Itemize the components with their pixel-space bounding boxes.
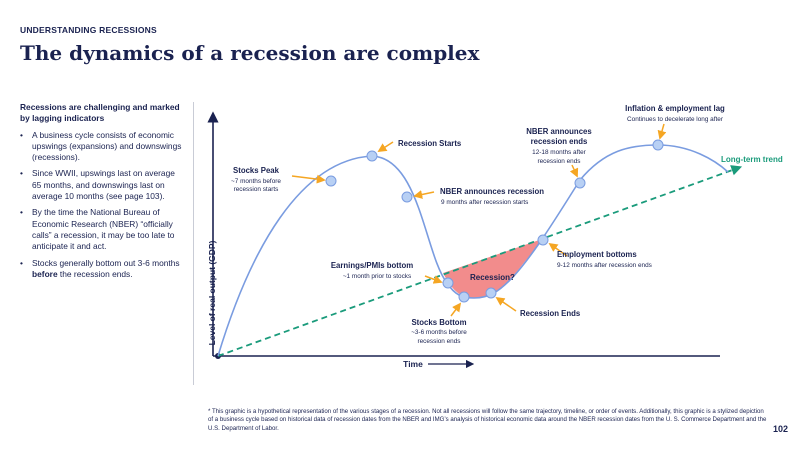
stocks-peak-line1: ~7 months before: [231, 178, 281, 185]
arrow-stocks-peak: [291, 174, 326, 184]
recession-area: [443, 238, 545, 298]
point-earnings-bottom: [442, 277, 454, 289]
divider: [193, 102, 194, 385]
stocks-peak-title: Stocks Peak: [233, 166, 280, 175]
bullet-item: Since WWII, upswings last on average 65 …: [20, 168, 182, 202]
arrow-nber-announces: [413, 190, 435, 199]
recession-starts-title: Recession Starts: [398, 139, 462, 148]
point-employment-bottoms: [537, 234, 549, 246]
nber-ends-title1: NBER announces: [526, 127, 592, 136]
nber-announces-line1: 9 months after recession starts: [441, 199, 528, 206]
arrow-nber-ends: [569, 164, 579, 178]
point-stocks-bottom: [458, 291, 470, 303]
page-title: The dynamics of a recession are complex: [20, 41, 480, 65]
bullet-item: Stocks generally bottom out 3-6 months b…: [20, 258, 182, 281]
page-number: 102: [772, 424, 788, 434]
recession-ends-title: Recession Ends: [520, 309, 581, 318]
nber-ends-title2: recession ends: [531, 137, 588, 146]
point-nber-announces: [401, 191, 413, 203]
arrow-inflation-lag: [657, 123, 667, 140]
footnote: * This graphic is a hypothetical represe…: [208, 408, 767, 432]
earnings-bottom-title: Earnings/PMIs bottom: [331, 261, 413, 270]
point-nber-ends: [574, 177, 586, 189]
annotation-arrows: [291, 123, 667, 317]
inflation-lag-title: Inflation & employment lag: [625, 104, 725, 113]
arrow-stocks-bottom: [450, 302, 462, 317]
point-recession-starts: [366, 150, 378, 162]
arrow-recession-starts: [377, 141, 394, 152]
nber-announces-title: NBER announces recession: [440, 187, 544, 196]
stocks-bottom-line1: ~3-6 months before: [411, 329, 467, 336]
nber-ends-line2: recession ends: [538, 158, 581, 165]
trend-label: Long-term trend: [721, 155, 783, 164]
bullet-item: A business cycle consists of economic up…: [20, 130, 182, 164]
nber-ends-line1: 12-18 months after: [532, 149, 587, 156]
y-axis-label: Level of real output (GDP): [207, 240, 217, 345]
x-axis-label: Time: [403, 359, 423, 369]
stocks-peak-line2: recession starts: [234, 186, 279, 193]
point-recession-ends: [485, 287, 497, 299]
earnings-bottom-line1: ~1 month prior to stocks: [343, 273, 411, 280]
inflation-lag-line1: Continues to decelerate long after: [627, 116, 724, 123]
employment-bottoms-line1: 9-12 months after recession ends: [557, 262, 652, 269]
bullet-item: By the time the National Bureau of Econo…: [20, 207, 182, 252]
point-stocks-peak: [325, 175, 337, 187]
long-term-trend-line: [217, 165, 743, 357]
bullet-list: A business cycle consists of economic up…: [20, 130, 182, 281]
bullet-text: the recession ends.: [57, 268, 133, 279]
stocks-bottom-line2: recession ends: [418, 338, 461, 345]
employment-bottoms-title: Employment bottoms: [557, 250, 637, 259]
bullet-text: Stocks generally bottom out 3-6 months: [32, 257, 180, 268]
business-cycle-curve: [217, 144, 729, 357]
point-inflation-lag: [652, 139, 664, 151]
stocks-bottom-title: Stocks Bottom: [411, 318, 466, 327]
sidebar-heading: Recessions are challenging and marked by…: [20, 102, 180, 124]
bullet-emphasis: before: [32, 268, 58, 279]
arrow-employment-bottoms: [548, 242, 568, 257]
eyebrow-label: UNDERSTANDING RECESSIONS: [20, 25, 157, 35]
arrow-earnings-bottom: [424, 275, 443, 284]
arrow-recession-ends: [495, 296, 517, 312]
sidebar-text: Recessions are challenging and marked by…: [20, 102, 182, 285]
recession-label: Recession?: [470, 273, 515, 282]
